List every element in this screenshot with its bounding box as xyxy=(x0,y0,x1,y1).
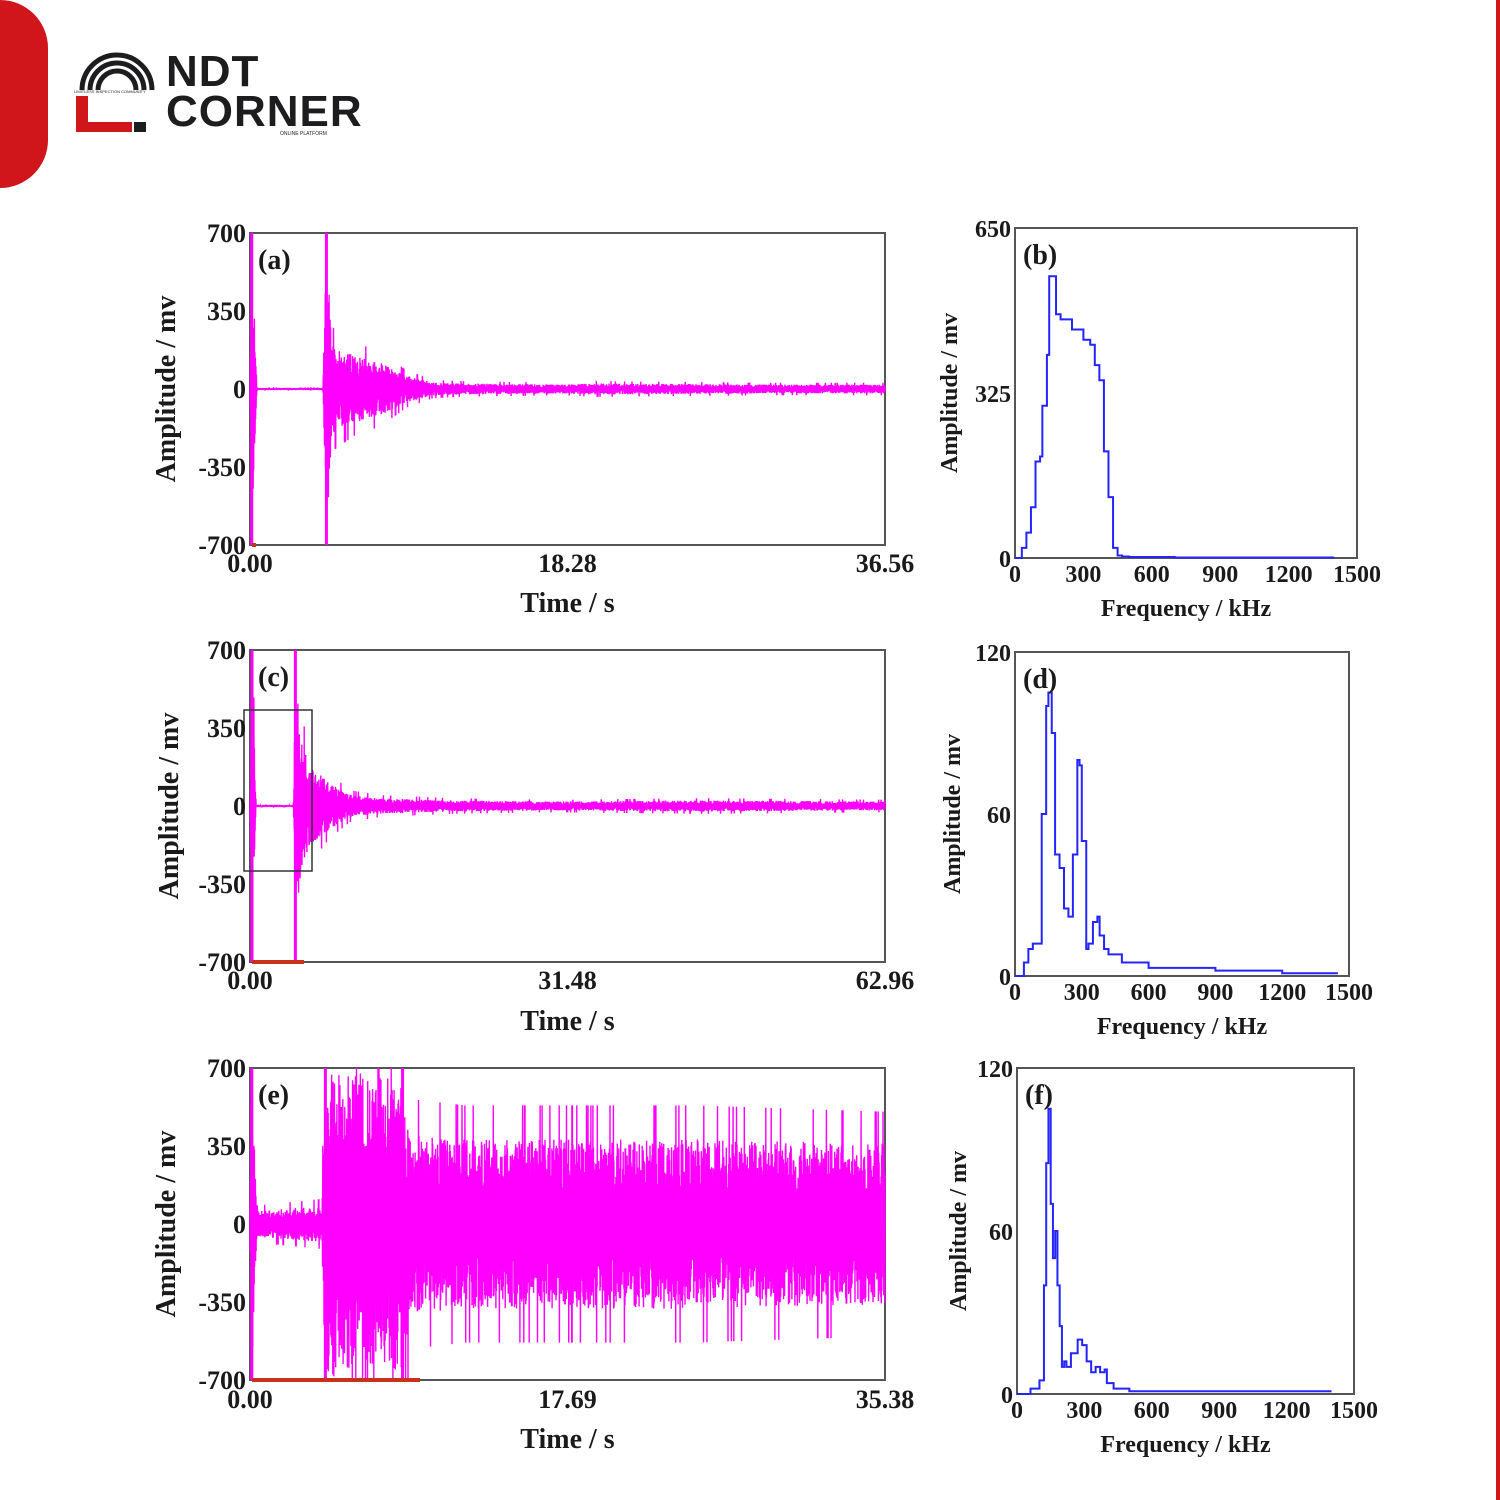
chart-b-ytick-label: 650 xyxy=(975,217,1011,243)
chart-d-ytick-label: 0 xyxy=(999,965,1011,991)
chart-c-ytick-label: 0 xyxy=(233,792,246,821)
chart-b-xtick-label: 1500 xyxy=(1333,562,1381,588)
chart-d-ytick-label: 60 xyxy=(987,803,1011,829)
chart-b-xtick-label: 600 xyxy=(1134,562,1170,588)
chart-a-series-line xyxy=(249,266,886,536)
chart-c-xtick-label: 0.00 xyxy=(227,966,273,995)
chart-c-xtick-label: 31.48 xyxy=(538,966,597,995)
chart-c-ylabel: Amplitude / mv xyxy=(154,713,185,900)
chart-e-xtick-label: 0.00 xyxy=(227,1385,273,1414)
brand-side-tab xyxy=(0,0,48,188)
chart-a-ytick-label: 350 xyxy=(207,297,246,326)
chart-b-xtick-label: 300 xyxy=(1065,562,1101,588)
chart-e-panel-label: (e) xyxy=(258,1080,289,1111)
chart-e-xlabel: Time / s xyxy=(520,1424,614,1455)
chart-d-xtick-label: 300 xyxy=(1064,980,1100,1006)
ndt-corner-logo: LIMITLESS INSPECTION COMMUNITY NDT CORNE… xyxy=(72,47,362,142)
logo-subline: ONLINE PLATFORM xyxy=(280,131,327,137)
chart-b-xlabel: Frequency / kHz xyxy=(1101,596,1272,622)
chart-c-ytick-label: 350 xyxy=(207,714,246,743)
logo-text-ndt: NDT xyxy=(166,47,260,96)
chart-c-xlabel: Time / s xyxy=(520,1006,614,1037)
chart-f-ytick-label: 120 xyxy=(977,1057,1013,1083)
chart-d-xtick-label: 0 xyxy=(1009,980,1021,1006)
logo-mark-icon xyxy=(76,52,155,132)
chart-a-xtick-label: 0.00 xyxy=(227,549,273,578)
chart-c-zoom-box xyxy=(243,709,313,872)
chart-a-ytick-label: 700 xyxy=(207,219,246,248)
chart-f-xlabel: Frequency / kHz xyxy=(1100,1432,1271,1458)
chart-d-xlabel: Frequency / kHz xyxy=(1097,1014,1268,1040)
chart-e-ytick-label: 700 xyxy=(207,1054,246,1083)
chart-a-xtick-label: 36.56 xyxy=(856,549,915,578)
logo-text-corner: CORNER xyxy=(166,87,363,136)
chart-f-series-line xyxy=(1017,1107,1332,1395)
chart-e-series-line xyxy=(249,1067,886,1381)
chart-e-ytick-label: 350 xyxy=(207,1132,246,1161)
chart-c-ytick-label: -350 xyxy=(198,870,246,899)
chart-e-ylabel: Amplitude / mv xyxy=(151,1131,182,1318)
chart-f-xtick-label: 600 xyxy=(1134,1398,1170,1424)
chart-f-xtick-label: 1200 xyxy=(1263,1398,1311,1424)
chart-b-xtick-label: 0 xyxy=(1009,562,1021,588)
chart-f-xtick-label: 1500 xyxy=(1330,1398,1378,1424)
chart-d-xtick-label: 1500 xyxy=(1325,980,1373,1006)
chart-a-ytick-label: 0 xyxy=(233,375,246,404)
chart-a-ylabel: Amplitude / mv xyxy=(151,296,182,483)
chart-e-xtick-label: 17.69 xyxy=(538,1385,597,1414)
chart-f-panel-label: (f) xyxy=(1025,1080,1053,1111)
chart-a-ytick-label: -350 xyxy=(198,453,246,482)
chart-c-ytick-label: 700 xyxy=(207,636,246,665)
chart-d-panel-label: (d) xyxy=(1023,664,1057,695)
chart-d-xtick-label: 600 xyxy=(1131,980,1167,1006)
chart-d-frame xyxy=(1014,651,1350,977)
chart-d-xtick-label: 900 xyxy=(1197,980,1233,1006)
chart-b-ytick-label: 325 xyxy=(975,382,1011,408)
chart-c-ytick-label: -700 xyxy=(198,948,246,977)
brand-right-rule xyxy=(1496,0,1500,1500)
chart-e-ytick-label: 0 xyxy=(233,1210,246,1239)
chart-f-ytick-label: 60 xyxy=(989,1220,1013,1246)
chart-b-series-line xyxy=(1015,275,1335,559)
chart-d-xtick-label: 1200 xyxy=(1258,980,1306,1006)
chart-d-ylabel: Amplitude / mv xyxy=(940,734,966,894)
chart-f-frame xyxy=(1016,1067,1355,1395)
chart-c-xtick-label: 62.96 xyxy=(856,966,915,995)
chart-f-xtick-label: 0 xyxy=(1011,1398,1023,1424)
chart-a-ytick-label: -700 xyxy=(198,531,246,560)
chart-e-ytick-label: -350 xyxy=(198,1288,246,1317)
chart-b-xtick-label: 900 xyxy=(1202,562,1238,588)
chart-f-xtick-label: 300 xyxy=(1066,1398,1102,1424)
chart-d-series-line xyxy=(1015,691,1338,977)
chart-f-ylabel: Amplitude / mv xyxy=(946,1151,972,1311)
logo-tagline: LIMITLESS INSPECTION COMMUNITY xyxy=(74,89,146,94)
chart-e-xtick-label: 35.38 xyxy=(856,1385,915,1414)
chart-b-frame xyxy=(1014,227,1358,559)
chart-b-xtick-label: 1200 xyxy=(1265,562,1313,588)
chart-c-series-line xyxy=(249,677,886,963)
chart-b-ylabel: Amplitude / mv xyxy=(937,313,963,473)
chart-f-ytick-label: 0 xyxy=(1001,1383,1013,1409)
chart-e-ytick-label: -700 xyxy=(198,1366,246,1395)
chart-b-panel-label: (b) xyxy=(1023,240,1057,271)
chart-a-xlabel: Time / s xyxy=(520,588,614,619)
chart-a-xtick-label: 18.28 xyxy=(538,549,597,578)
chart-c-panel-label: (c) xyxy=(258,662,289,693)
chart-d-ytick-label: 120 xyxy=(975,641,1011,667)
chart-f-xtick-label: 900 xyxy=(1201,1398,1237,1424)
chart-b-ytick-label: 0 xyxy=(999,547,1011,573)
chart-a-panel-label: (a) xyxy=(258,245,291,276)
